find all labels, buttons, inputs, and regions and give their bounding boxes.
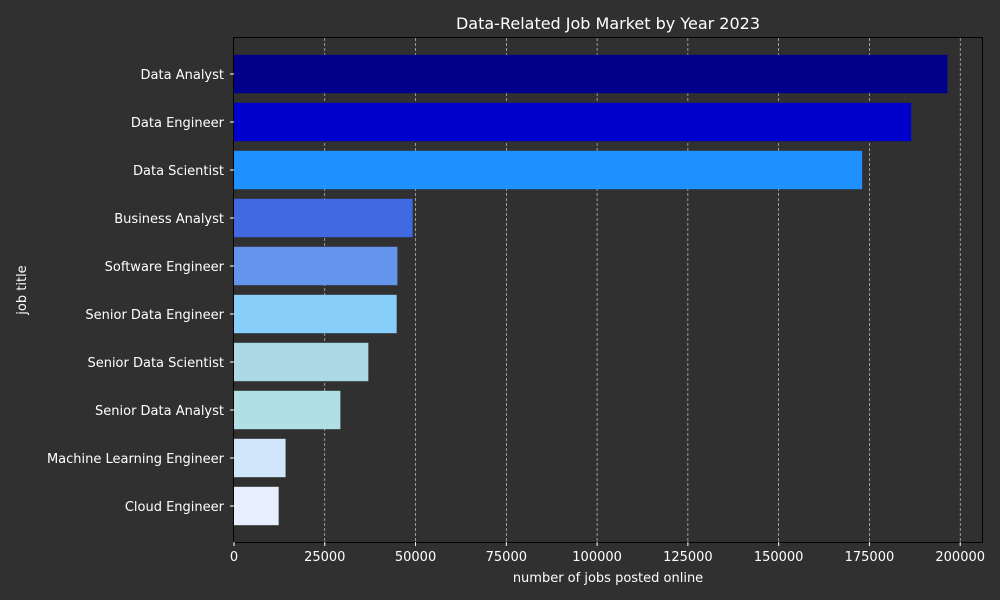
plot-frame (233, 37, 983, 543)
y-tick-label: Data Scientist (133, 164, 224, 179)
y-tick-label: Machine Learning Engineer (47, 452, 225, 467)
y-tick-label: Data Analyst (141, 68, 224, 83)
gridlines (324, 38, 961, 542)
x-tick-label: 25000 (304, 550, 345, 565)
bar (234, 390, 341, 430)
y-tick-label: Business Analyst (114, 212, 224, 227)
bar (234, 150, 863, 190)
y-axis-ticks: Data Analyst Data Engineer Data Scientist B… (47, 68, 234, 515)
y-tick-label: Senior Data Scientist (87, 356, 224, 371)
bar (234, 102, 912, 142)
y-tick-label: Senior Data Engineer (85, 308, 224, 323)
y-axis-label: job title (15, 265, 30, 315)
x-tick-label: 0 (230, 550, 238, 565)
x-tick-label: 125000 (663, 550, 713, 565)
x-axis-label: number of jobs posted online (513, 571, 703, 586)
bars (234, 54, 948, 526)
bar (234, 246, 398, 286)
x-tick-label: 100000 (572, 550, 622, 565)
bar (234, 54, 948, 94)
x-tick-label: 75000 (486, 550, 527, 565)
chart-title: Data-Related Job Market by Year 2023 (456, 14, 760, 33)
bar (234, 438, 286, 478)
y-tick-label: Senior Data Analyst (95, 404, 224, 419)
y-tick-label: Software Engineer (105, 260, 225, 275)
bar (234, 198, 413, 238)
x-tick-label: 175000 (845, 550, 895, 565)
bar (234, 342, 369, 382)
x-tick-label: 50000 (395, 550, 436, 565)
x-axis-ticks: 0 25000 50000 75000 100000 125000 150000 175000… (230, 542, 985, 565)
y-tick-label: Data Engineer (131, 116, 225, 131)
bar (234, 294, 397, 334)
bar (234, 486, 279, 526)
y-tick-label: Cloud Engineer (125, 500, 225, 515)
x-tick-label: 200000 (935, 550, 985, 565)
x-tick-label: 150000 (754, 550, 804, 565)
